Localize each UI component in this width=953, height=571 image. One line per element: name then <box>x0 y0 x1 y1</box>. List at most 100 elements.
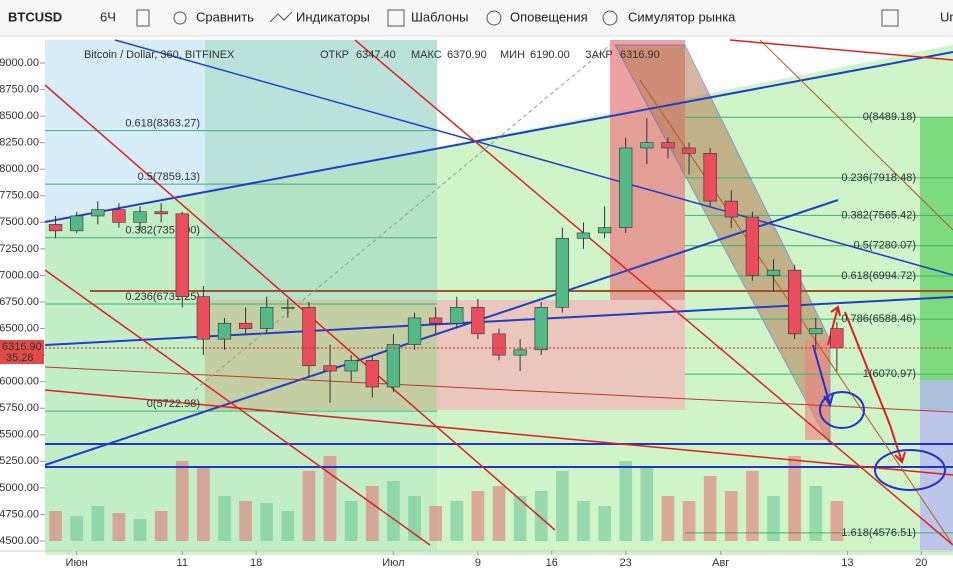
legend-value: 6347.40 <box>356 49 396 61</box>
icon[interactable] <box>173 11 187 25</box>
volume-bar <box>387 481 400 541</box>
y-tick-label: 4500.00 <box>0 535 39 547</box>
candle-body <box>281 307 295 309</box>
price-tag <box>0 340 44 365</box>
y-tick-label: 8000.00 <box>0 163 39 175</box>
volume-bar <box>830 501 844 541</box>
icon[interactable] <box>387 9 405 27</box>
trend-line <box>354 39 953 546</box>
legend-value: 6370.90 <box>447 49 487 61</box>
volume-bar <box>640 466 654 541</box>
y-tick-label: 6500.00 <box>0 322 39 334</box>
candle-body <box>766 269 781 276</box>
volume-bar <box>703 476 717 541</box>
y-tick-label: 9000.00 <box>0 57 39 69</box>
volume-bar <box>746 471 759 541</box>
volume-bar <box>724 491 738 541</box>
legend: Bitcoin / Dollar, 360, BITFINEX ОТКР 634… <box>84 49 660 61</box>
fib-label: 1(6070.97) <box>863 368 916 380</box>
candle-body <box>619 147 633 228</box>
y-tick-label: 8500.00 <box>0 110 39 122</box>
trend-line <box>44 389 953 476</box>
toolbar-item[interactable]: Оповещения <box>510 9 588 24</box>
trend-line <box>44 296 953 346</box>
volume-bar <box>260 503 274 541</box>
candle-body <box>323 365 337 372</box>
volume-bar <box>70 516 84 541</box>
candle-body <box>260 307 274 329</box>
candle-body <box>48 224 63 232</box>
toolbar-item[interactable]: Сравнить <box>196 9 254 24</box>
x-tick-label: 16 <box>546 557 558 569</box>
symbol[interactable]: BTCUSD <box>8 9 62 24</box>
trend-line <box>729 39 953 61</box>
volume-bar <box>175 461 189 541</box>
fib-label: 0.618(6994.72) <box>841 270 916 282</box>
volume-bar <box>788 456 801 541</box>
trend-line <box>759 39 953 231</box>
candle-body <box>70 215 84 232</box>
countdown: 35.28 <box>6 352 34 364</box>
icon[interactable] <box>136 9 150 27</box>
icon[interactable] <box>269 11 293 23</box>
candle-body <box>238 322 253 329</box>
icon[interactable] <box>881 9 899 27</box>
fib-label: 0(8489.18) <box>863 111 916 123</box>
volume-bar <box>49 511 62 541</box>
candle-body <box>787 269 802 335</box>
x-tick-label: 9 <box>475 557 481 569</box>
volume-bar <box>154 511 168 541</box>
candle-body <box>661 142 675 149</box>
toolbar-item[interactable]: Un <box>940 9 953 24</box>
fib-label: 1.618(4576.51) <box>841 527 916 539</box>
icon[interactable] <box>602 10 618 26</box>
trend-line <box>44 84 556 531</box>
volume-bar <box>577 501 590 541</box>
candle-body <box>386 344 401 388</box>
candle-body <box>91 209 105 217</box>
candle-body <box>112 209 126 223</box>
volume-bar <box>556 471 569 541</box>
candle-body <box>450 307 464 324</box>
x-tick-label: Июл <box>382 557 404 569</box>
trend-line <box>114 39 953 276</box>
volume-bar <box>112 513 126 541</box>
toolbar-item[interactable]: Симулятор рынка <box>628 9 736 24</box>
legend-value: 6190.00 <box>530 49 570 61</box>
fib-label: 0.786(6588.46) <box>841 313 916 325</box>
volume-bar <box>302 471 316 541</box>
candle-body <box>133 211 147 223</box>
fib-label: 0.618(8363.27) <box>125 118 200 130</box>
layer: 0.618(8363.27)0.5(7859.13)0.382(7355.00)… <box>45 111 953 539</box>
candle-body <box>682 147 696 154</box>
x-tick-label: 13 <box>841 557 853 569</box>
y-tick-label: 7500.00 <box>0 216 39 228</box>
fib-label: 0.382(7565.42) <box>841 209 916 221</box>
toolbar-item[interactable]: Шаблоны <box>411 9 469 24</box>
volume-bar <box>767 496 780 541</box>
interval[interactable]: 6Ч <box>100 9 116 24</box>
candle-body <box>640 142 654 149</box>
candle-body <box>175 213 189 297</box>
candle-body <box>534 307 548 351</box>
volume-bar <box>450 501 464 541</box>
candle-body <box>429 317 443 324</box>
legend-label: МАКС <box>411 49 442 61</box>
y-tick-label: 8250.00 <box>0 137 39 149</box>
x-tick-label: Июн <box>66 557 88 569</box>
arrow <box>827 305 906 464</box>
legend-label: ЗАКР <box>585 49 613 61</box>
zone <box>920 118 953 410</box>
candle-body <box>407 317 422 345</box>
toolbar-item[interactable]: Индикаторы <box>296 9 370 24</box>
icon[interactable] <box>486 10 502 26</box>
ellipse <box>874 449 946 491</box>
plot: 0.618(8363.27)0.5(7859.13)0.382(7355.00)… <box>44 39 953 555</box>
volume-bar <box>239 501 252 541</box>
x-tick-label: 18 <box>250 557 262 569</box>
candle-body <box>513 349 527 356</box>
candle-body <box>344 360 358 372</box>
y-tick-label: 6750.00 <box>0 296 39 308</box>
candle-body <box>555 237 569 308</box>
